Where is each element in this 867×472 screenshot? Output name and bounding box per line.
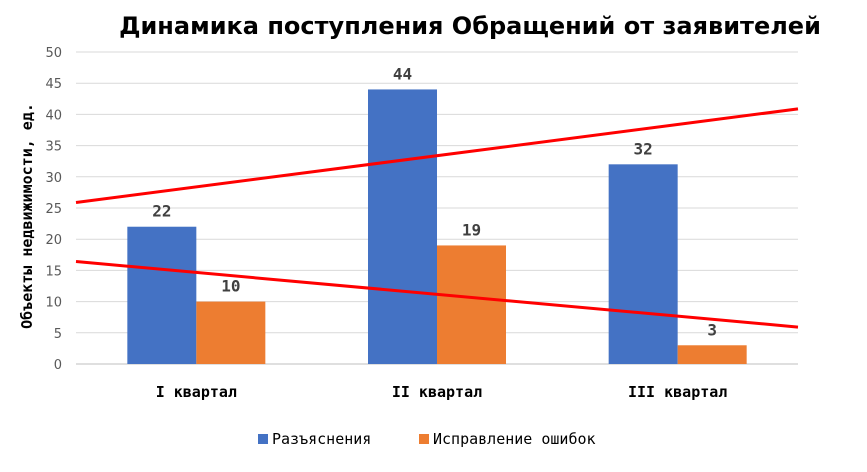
y-tick-label: 25 [45, 202, 62, 217]
data-label: 10 [221, 277, 240, 296]
chart-title: Динамика поступления Обращений от заявит… [119, 12, 821, 40]
data-label: 19 [462, 220, 481, 239]
y-tick-label: 50 [45, 46, 62, 61]
bar [677, 345, 747, 364]
y-tick-label: 15 [45, 264, 62, 279]
legend-entry: Исправление ошибок [433, 430, 596, 448]
legend-swatch [258, 434, 268, 444]
y-tick-label: 40 [45, 108, 62, 123]
x-tick-label: II квартал [392, 383, 482, 401]
x-tick-label: III квартал [628, 383, 727, 401]
category-labels: I квартал II квартал III квартал [156, 383, 728, 401]
y-tick-label: 45 [45, 77, 62, 92]
data-label: 22 [152, 202, 171, 221]
y-axis-ticks: 0 5 10 15 20 25 30 35 40 45 50 [45, 46, 62, 373]
y-tick-label: 20 [45, 233, 62, 248]
y-tick-label: 10 [45, 296, 62, 311]
x-tick-label: I квартал [156, 383, 237, 401]
y-tick-label: 35 [45, 140, 62, 155]
data-label: 32 [634, 139, 653, 158]
trendline [75, 260, 799, 329]
data-labels: 22 44 32 10 19 3 [152, 64, 717, 339]
trendline [75, 107, 799, 204]
bars [127, 89, 747, 364]
trendlines [75, 107, 799, 329]
legend-swatch [419, 434, 429, 444]
bar [368, 89, 437, 364]
bar [608, 164, 678, 364]
legend: Разъяснения Исправление ошибок [258, 430, 596, 448]
y-tick-label: 30 [45, 171, 62, 186]
bar [196, 301, 266, 364]
data-label: 44 [393, 64, 412, 83]
legend-entry: Разъяснения [272, 430, 371, 448]
y-tick-label: 5 [54, 327, 62, 342]
bar [127, 226, 197, 364]
y-tick-label: 0 [54, 358, 62, 373]
y-axis-title: Объекты недвижимости, ед. [18, 103, 36, 329]
data-label: 3 [707, 320, 717, 339]
bar [437, 245, 506, 364]
